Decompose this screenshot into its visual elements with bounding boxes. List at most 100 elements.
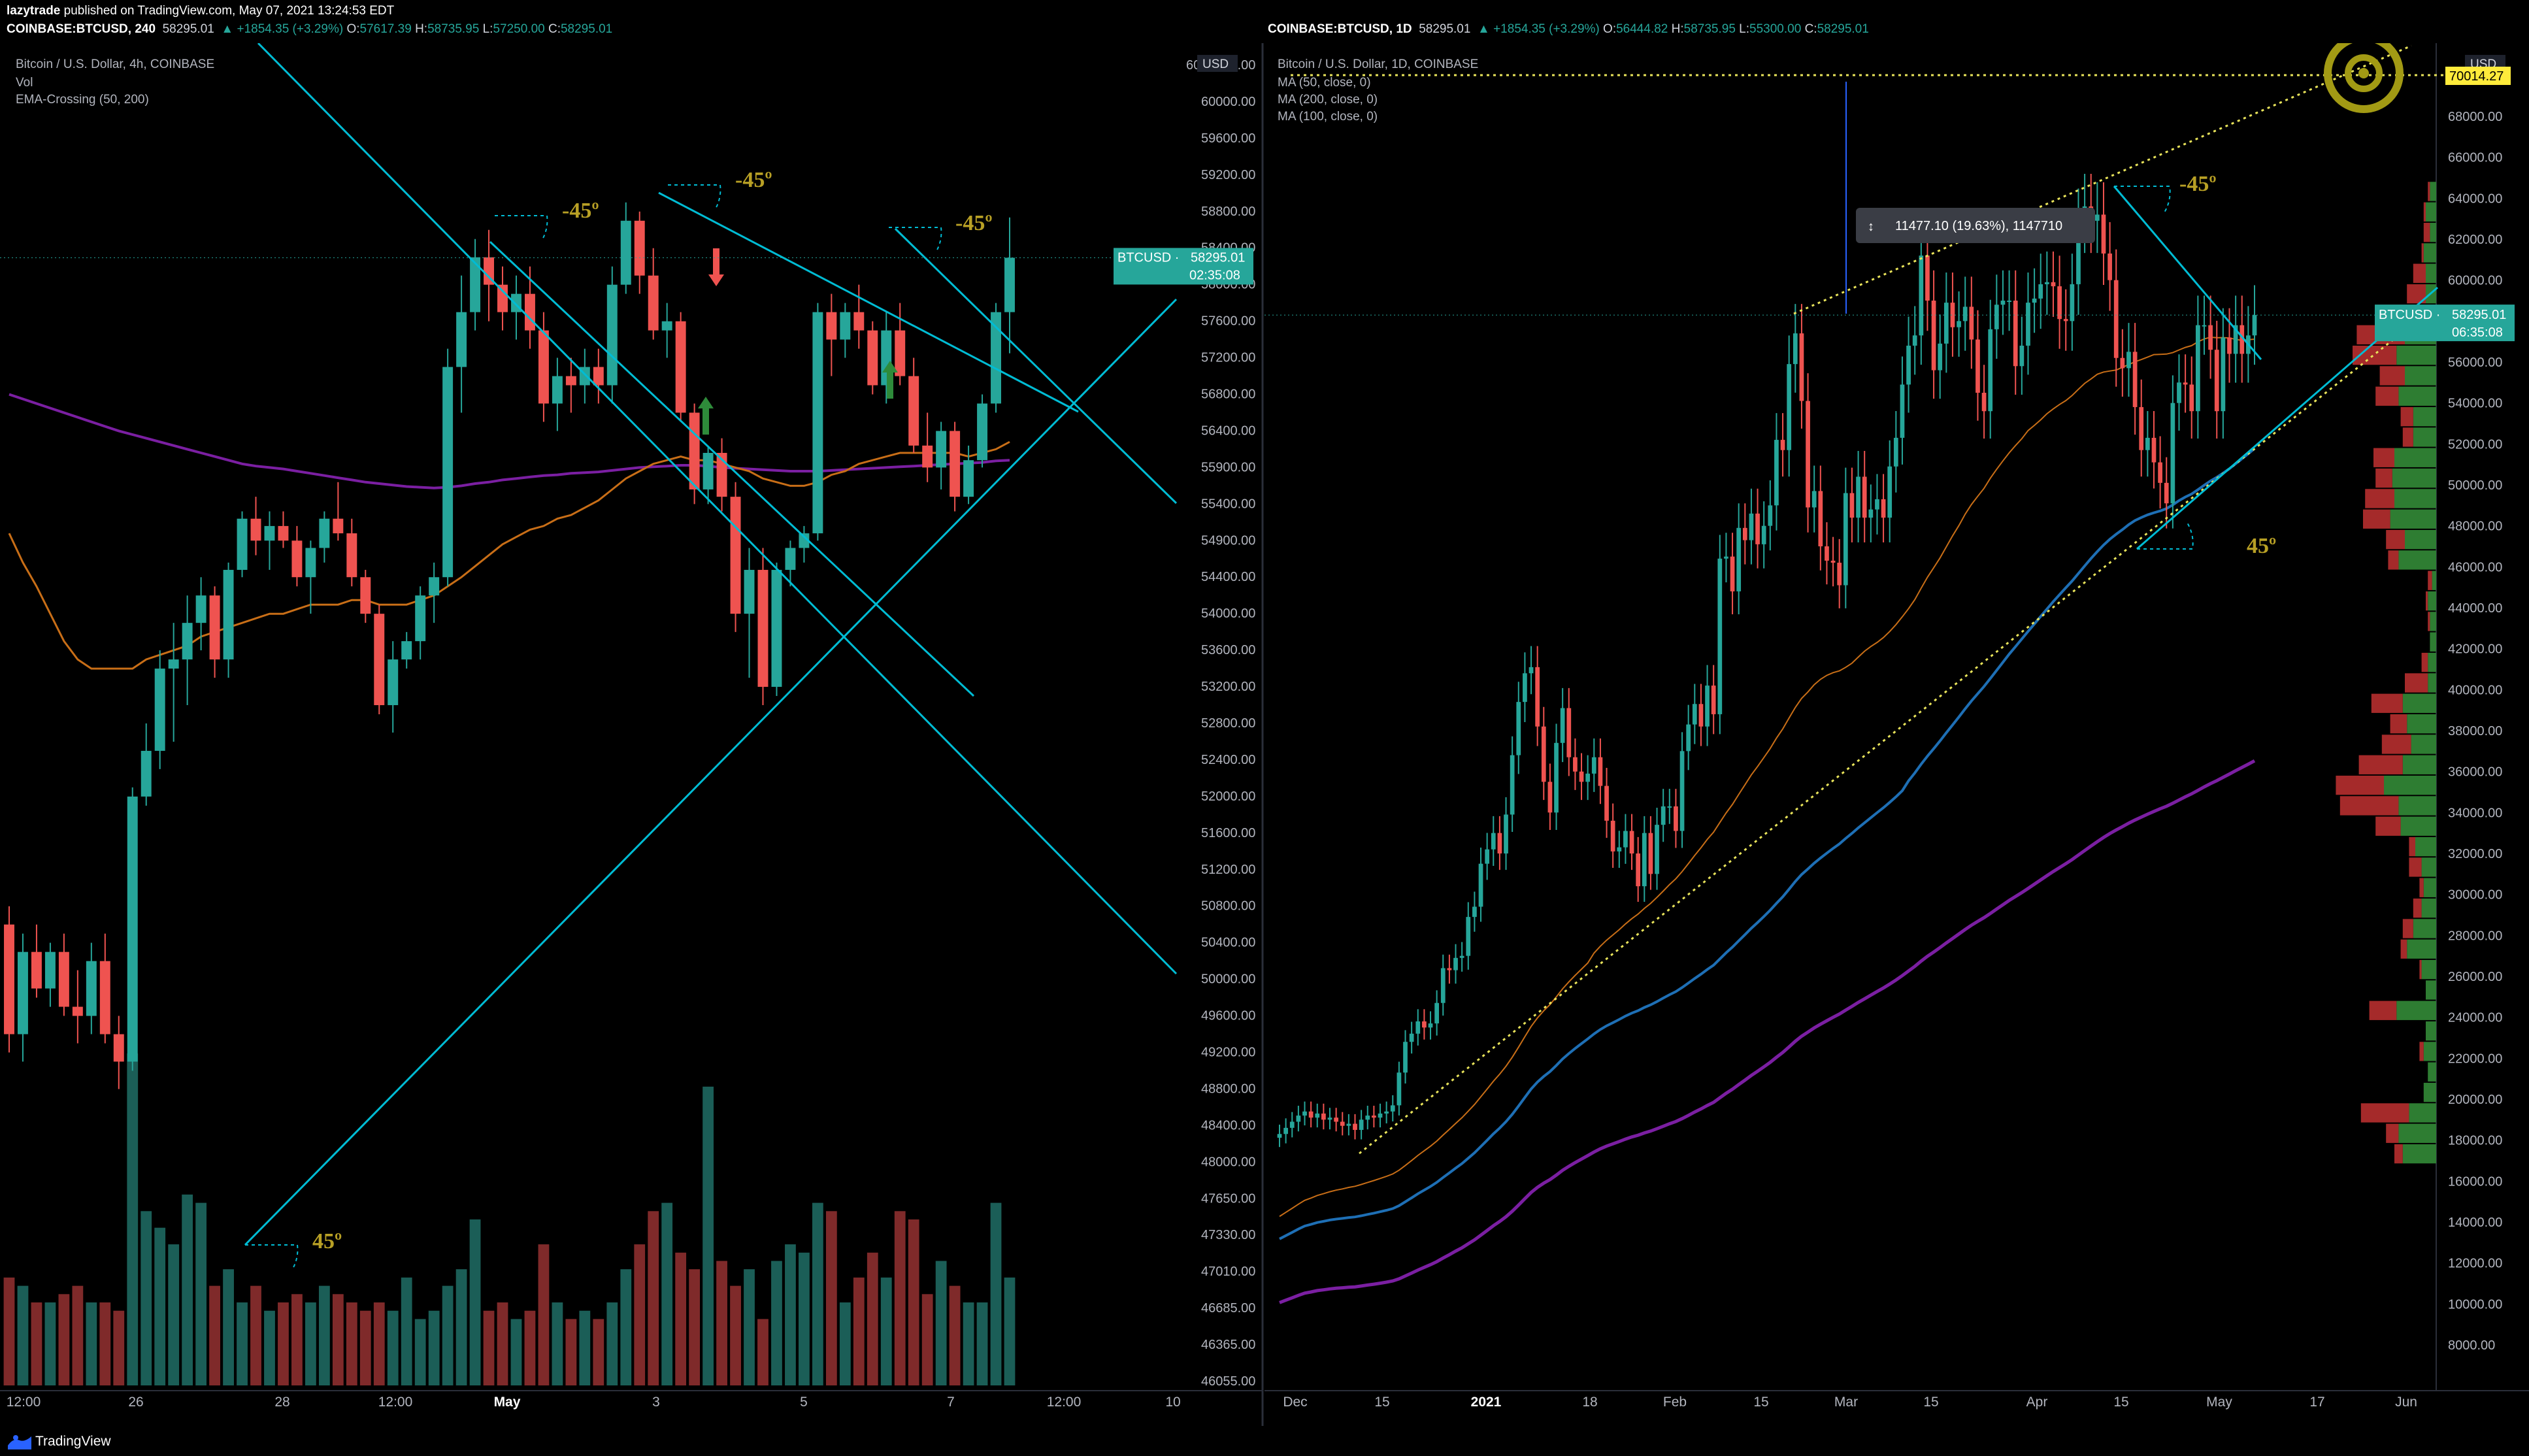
right-change: ▲ +1854.35 (+3.29%) (1478, 22, 1600, 36)
right-y-tick: 10000.00 (2448, 1297, 2502, 1312)
candle-body (1598, 757, 1603, 786)
candle-body (1698, 704, 1704, 727)
right-symbol[interactable]: COINBASE:BTCUSD, 1D (1268, 22, 1412, 36)
left-chart-4h[interactable]: 46055.00 46365.00 46685.00 47010.00 47330.00… (0, 43, 1264, 1426)
candle-body (2063, 319, 2068, 322)
left-pane-bg (0, 43, 1263, 1426)
candle-body (744, 570, 755, 614)
right-chart-1d[interactable]: 8000.00 10000.00 12000.00 14000.00 16000.00 1… (1264, 43, 2529, 1426)
left-o: 57617.39 (359, 22, 412, 36)
candle-body (1472, 906, 1477, 918)
candle-body (1378, 1113, 1383, 1118)
volume-profile-down (2400, 939, 2407, 959)
candle-body (1523, 673, 1527, 703)
candle-body (1617, 847, 1622, 852)
volume-profile-up (2396, 1001, 2436, 1020)
right-y-tick: 66000.00 (2448, 151, 2502, 165)
tradingview-brand[interactable]: TradingView (35, 1434, 111, 1449)
candle-body (977, 403, 988, 461)
volume-bar (963, 1302, 974, 1385)
candle-body (86, 961, 97, 1016)
volume-bar (620, 1269, 632, 1385)
publish-info: lazytrade published on TradingView.com, … (7, 4, 394, 18)
left-y-tick: 50800.00 (1201, 899, 1255, 914)
volume-bar (565, 1319, 577, 1385)
volume-profile-up (2415, 836, 2436, 857)
candle-body (1440, 968, 1446, 1003)
candle-body (1661, 806, 1666, 825)
volume-bar (757, 1319, 769, 1385)
volume-bar (839, 1302, 851, 1385)
candle-body (908, 376, 919, 446)
left-y-tick: 59600.00 (1201, 131, 1255, 146)
candle-body (524, 293, 535, 331)
left-y-tick: 53200.00 (1201, 680, 1255, 694)
candle-body (1705, 686, 1710, 727)
candle-body (2126, 352, 2131, 369)
angle-label: -45º (735, 168, 772, 192)
volume-bar (921, 1294, 933, 1385)
angle-label: 45º (2247, 534, 2276, 558)
volume-profile-up (2405, 529, 2436, 550)
right-y-tick: 62000.00 (2448, 233, 2502, 247)
angle-arc (889, 227, 942, 253)
candle-body (2044, 282, 2049, 284)
right-x-tick: Apr (2026, 1395, 2048, 1410)
candle-body (785, 548, 796, 571)
candle-body (319, 518, 330, 548)
candle-body (127, 796, 138, 1062)
candle-body (1755, 513, 1760, 544)
candle-body (1585, 773, 1591, 782)
candle-body (1881, 499, 1886, 518)
volume-profile-down (2419, 878, 2424, 897)
candle-body (1547, 782, 1553, 813)
target-price-tag (2445, 67, 2511, 85)
candle-body (1943, 303, 1949, 344)
volume-profile-up (2413, 427, 2436, 447)
ema50-line (8, 440, 1010, 670)
candle-body (442, 367, 454, 578)
candle-body (689, 412, 700, 489)
angle-arc (2137, 522, 2194, 550)
left-y-tick: 52000.00 (1201, 789, 1255, 804)
volume-profile-up (2400, 816, 2436, 836)
volume-bar (58, 1294, 70, 1385)
candle-body (771, 570, 782, 687)
volume-profile-down (2400, 406, 2413, 427)
last-price-tag (1114, 248, 1253, 285)
sell-arrow-icon (708, 248, 724, 286)
candle-body (1289, 1121, 1295, 1128)
candle-body (2145, 437, 2150, 450)
candle-body (593, 367, 604, 386)
candle-body (565, 376, 576, 386)
volume-profile-up (2392, 468, 2436, 488)
candle-body (1811, 491, 1817, 508)
volume-profile-down (2402, 919, 2413, 938)
left-symbol-info: COINBASE:BTCUSD, 240 58295.01 ▲ +1854.35… (7, 22, 612, 37)
candle-body (1717, 558, 1723, 714)
volume-profile-up (2430, 182, 2436, 201)
candle-body (1655, 825, 1659, 874)
header-bar: lazytrade published on TradingView.com, … (0, 0, 2529, 43)
candle-body (2227, 337, 2232, 354)
candle-body (1642, 833, 1647, 887)
publisher-name[interactable]: lazytrade (7, 4, 61, 18)
right-x-tick: May (2206, 1395, 2232, 1410)
volume-profile-up (2423, 878, 2436, 897)
left-symbol[interactable]: COINBASE:BTCUSD, 240 (7, 22, 156, 36)
volume-bar (387, 1310, 399, 1385)
candle-body (1837, 563, 1842, 586)
right-y-tick: 50000.00 (2448, 478, 2502, 493)
volume-profile-up (2407, 939, 2436, 959)
candle-body (333, 518, 344, 534)
ma200-line (1279, 759, 2256, 1304)
volume-profile-down (2363, 509, 2390, 529)
tradingview-logo-icon[interactable] (7, 1431, 33, 1451)
left-y-tick: 54000.00 (1201, 606, 1255, 621)
volume-profile-up (2430, 612, 2436, 631)
candle-body (1674, 806, 1678, 831)
left-y-tick: 50000.00 (1201, 972, 1255, 987)
candle-body (1302, 1111, 1307, 1116)
right-x-tick: Feb (1663, 1395, 1687, 1410)
charts-canvas[interactable]: 46055.00 46365.00 46685.00 47010.00 47330.00… (0, 43, 2529, 1426)
